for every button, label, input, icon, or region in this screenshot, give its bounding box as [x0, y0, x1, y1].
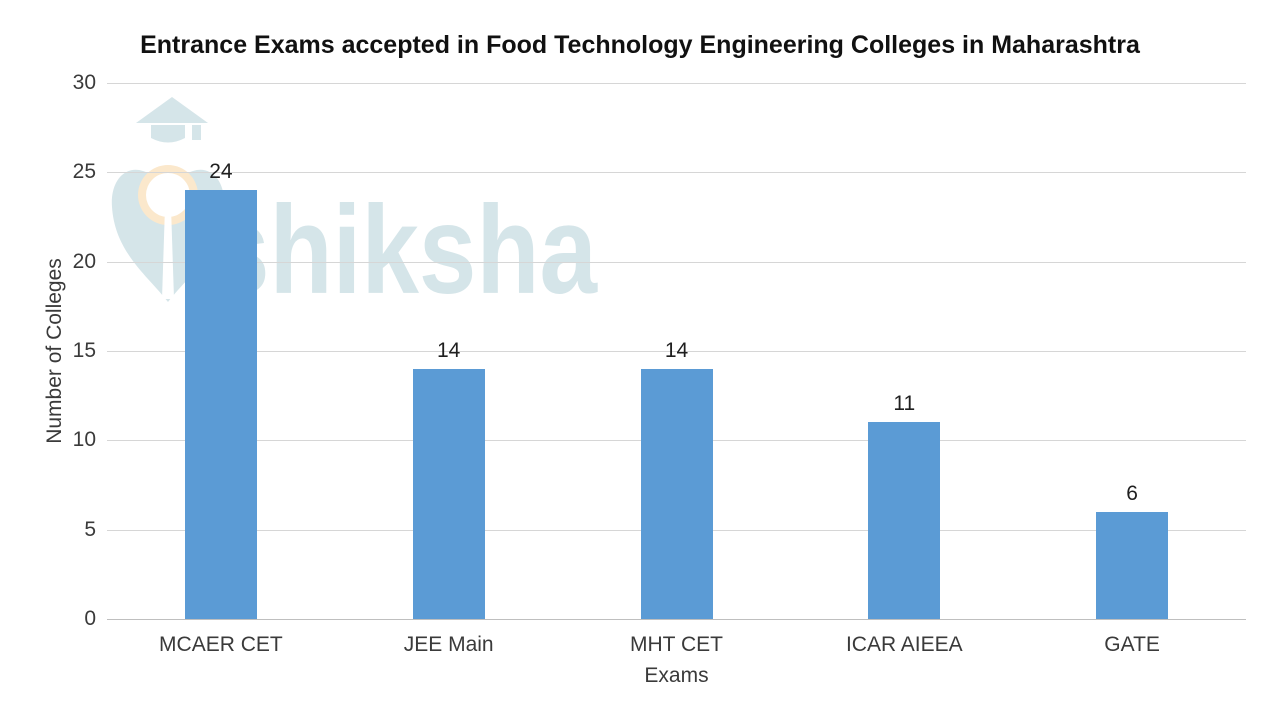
x-axis-title: Exams [644, 664, 709, 687]
gridline [107, 619, 1246, 620]
y-tick-label: 30 [72, 71, 96, 94]
y-tick-label: 20 [72, 249, 96, 273]
shiksha-wordmark: shiksha [212, 181, 598, 320]
x-category-label: MCAER CET [159, 633, 283, 656]
gridline [107, 83, 1246, 84]
bar [640, 368, 713, 619]
bar [412, 368, 485, 619]
bar-value-label: 6 [1126, 481, 1138, 505]
bar-value-label: 14 [437, 338, 461, 362]
y-tick-label: 25 [72, 160, 96, 184]
y-tick-label: 0 [84, 607, 96, 630]
bar [184, 190, 257, 619]
gridline [107, 351, 1246, 352]
graduation-cap-icon [136, 97, 208, 143]
y-tick-label: 5 [84, 517, 96, 541]
chart-title: Entrance Exams accepted in Food Technolo… [140, 31, 1140, 59]
shiksha-watermark: shiksha [111, 97, 598, 320]
bar-value-label: 14 [664, 338, 689, 362]
x-category-label: ICAR AIEEA [845, 633, 963, 656]
bar-value-label: 24 [209, 160, 233, 184]
bar [868, 422, 941, 619]
bar-value-label: 11 [893, 392, 916, 416]
y-tick-label: 15 [72, 339, 96, 362]
x-category-label: JEE Main [403, 633, 494, 656]
gridline [107, 172, 1246, 174]
x-category-label: GATE [1104, 633, 1160, 656]
y-tick-label: 10 [72, 428, 96, 452]
bar [1096, 511, 1169, 619]
x-category-label: MHT CET [630, 633, 723, 656]
plot-area: shiksha 24 14 14 11 6 [107, 83, 1246, 620]
gridline [107, 261, 1246, 263]
